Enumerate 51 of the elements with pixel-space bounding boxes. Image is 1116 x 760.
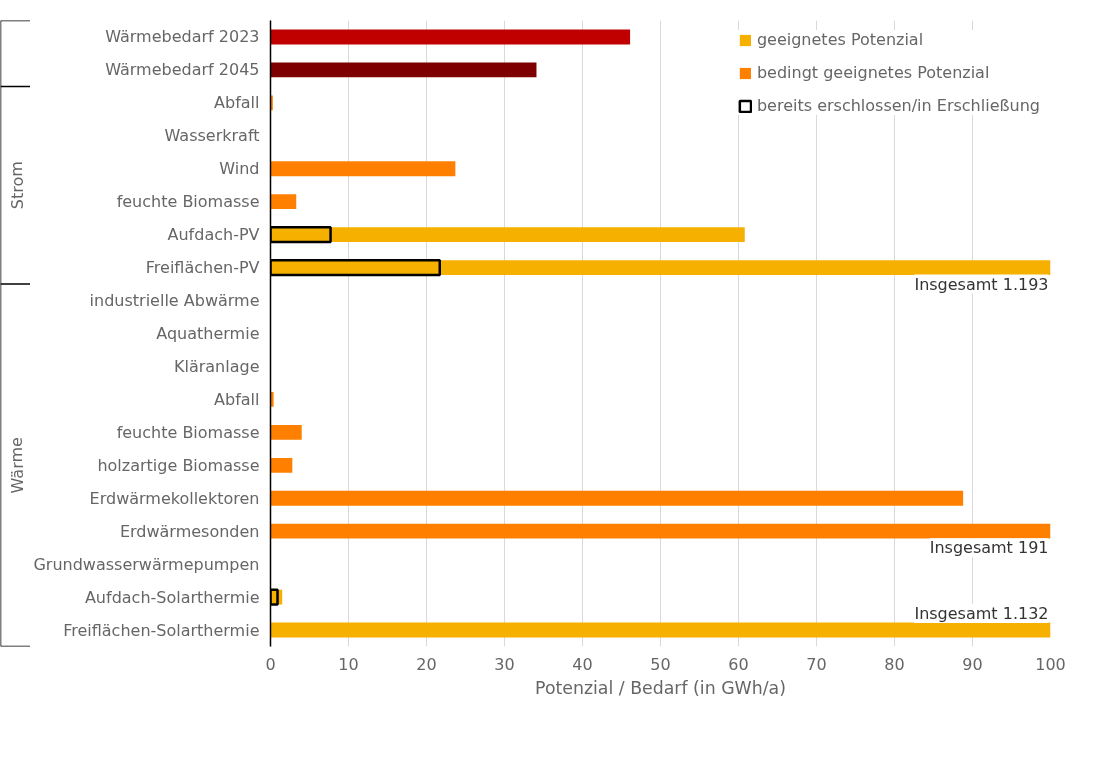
bar: [270, 29, 631, 45]
y-tick-label: industrielle Abwärme: [89, 291, 260, 311]
x-tick-label: 40: [572, 654, 593, 674]
y-tick-label: Abfall: [214, 93, 260, 113]
y-tick-label: Wärmebedarf 2045: [105, 60, 260, 80]
annotation: Insgesamt 1.132: [914, 604, 1049, 624]
y-tick-label: Abfall: [214, 389, 260, 409]
x-tick-label: 60: [728, 654, 749, 674]
annotation: Insgesamt 191: [929, 538, 1049, 558]
x-tick-label: 70: [806, 654, 827, 674]
bar: [270, 457, 293, 473]
y-tick-label: Wärmebedarf 2023: [105, 27, 260, 47]
y-tick-label: Aufdach-Solarthermie: [84, 587, 260, 607]
y-tick-label: Aufdach-PV: [167, 225, 260, 245]
x-tick-label: 30: [494, 654, 515, 674]
bar: [270, 260, 1051, 276]
x-tick-label: 50: [650, 654, 671, 674]
y-tick-label: Erdwärmekollektoren: [89, 488, 260, 508]
bar: [270, 62, 537, 78]
bar: [270, 194, 297, 210]
bar: [270, 227, 745, 243]
x-tick-label: 90: [962, 654, 983, 674]
y-tick-label: feuchte Biomasse: [116, 422, 260, 442]
x-tick-label: 80: [884, 654, 905, 674]
legend-label: bereits erschlossen/in Erschließung: [756, 96, 1040, 115]
y-tick-label: Grundwasserwärmepumpen: [33, 554, 260, 574]
x-tick-label: 100: [1035, 654, 1066, 674]
x-tick-label: 10: [338, 654, 359, 674]
y-tick-label: Aquathermie: [156, 324, 260, 343]
y-tick-label: feuchte Biomasse: [116, 192, 260, 212]
text: Strom: [7, 161, 27, 210]
bar: [270, 490, 964, 506]
y-tick-label: Kläranlage: [173, 356, 260, 376]
bar: [270, 622, 1051, 638]
bar: [270, 523, 1051, 539]
y-tick-label: Freiflächen-PV: [145, 258, 260, 278]
bar: [270, 391, 274, 407]
y-tick-label: holzartige Biomasse: [97, 455, 260, 475]
legend-label: geeignetes Potenzial: [756, 30, 924, 49]
text: Wärme: [7, 437, 27, 494]
legend-label: bedingt geeignetes Potenzial: [756, 63, 990, 82]
bar: [270, 161, 456, 177]
y-tick-label: Wasserkraft: [164, 126, 260, 146]
x-tick-label: 0: [265, 654, 276, 674]
annotation: Insgesamt 1.193: [914, 274, 1049, 294]
y-tick-label: Freiflächen-Solarthermie: [63, 620, 260, 640]
x-tick-label: 20: [416, 654, 437, 674]
x-axis-title: Potenzial / Bedarf (in GWh/a): [535, 677, 786, 698]
y-tick-label: Erdwärmesonden: [119, 521, 260, 541]
bar: [270, 424, 302, 440]
y-tick-label: Wind: [219, 159, 260, 179]
